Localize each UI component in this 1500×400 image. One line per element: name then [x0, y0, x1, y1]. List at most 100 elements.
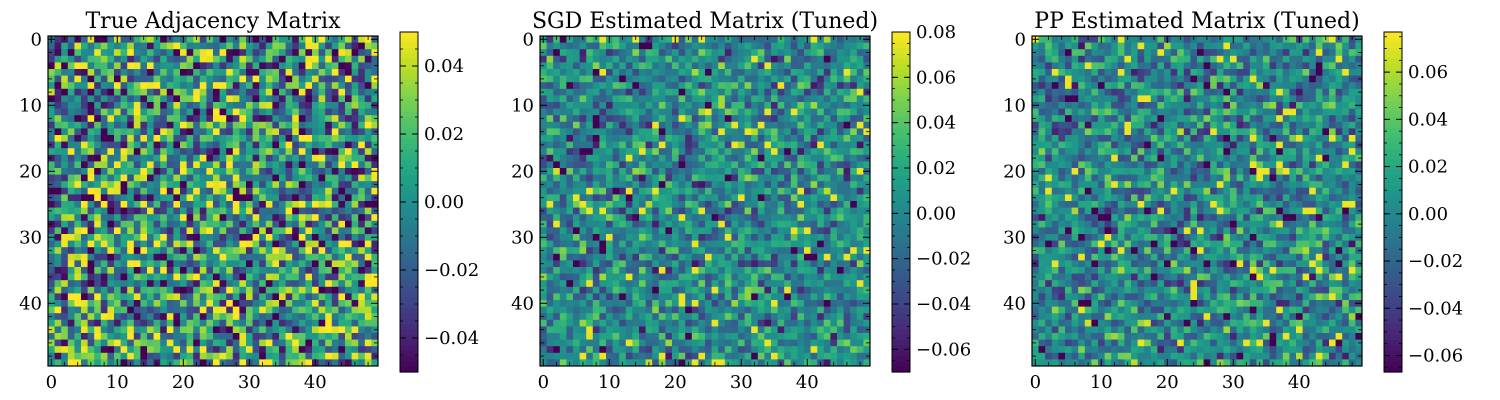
heatmap-cell	[147, 293, 155, 301]
heatmap-cell	[632, 174, 640, 182]
heatmap-cell	[331, 346, 339, 354]
heatmap-cell	[358, 260, 366, 268]
heatmap-cell	[252, 300, 260, 308]
heatmap-cell	[817, 69, 825, 77]
heatmap-cell	[114, 267, 122, 275]
heatmap-cell	[586, 286, 594, 294]
heatmap-cell	[837, 267, 845, 275]
heatmap-cell	[87, 201, 95, 209]
heatmap-cell	[579, 234, 587, 242]
heatmap-cell	[744, 128, 752, 136]
heatmap-cell	[226, 82, 234, 90]
heatmap-cell	[757, 174, 765, 182]
heatmap-cell	[107, 220, 115, 228]
heatmap-cell	[685, 326, 693, 334]
heatmap-cell	[239, 260, 247, 268]
heatmap-cell	[823, 187, 831, 195]
heatmap-cell	[645, 313, 653, 321]
heatmap-cell	[54, 260, 62, 268]
heatmap-cell	[559, 49, 567, 57]
heatmap-cell	[705, 174, 713, 182]
heatmap-cell	[265, 174, 273, 182]
heatmap-cell	[586, 273, 594, 281]
heatmap-cell	[48, 95, 56, 103]
heatmap-cell	[193, 280, 201, 288]
heatmap-cell	[318, 247, 326, 255]
heatmap-cell	[325, 108, 333, 116]
heatmap-cell	[698, 253, 706, 261]
heatmap-cell	[48, 333, 56, 341]
heatmap-cell	[744, 174, 752, 182]
heatmap-cell	[817, 95, 825, 103]
heatmap-cell	[645, 319, 653, 327]
heatmap-cell	[120, 313, 128, 321]
heatmap-cell	[837, 148, 845, 156]
heatmap-cell	[804, 108, 812, 116]
heatmap-cell	[837, 115, 845, 123]
heatmap-cell	[850, 135, 858, 143]
heatmap-cell	[67, 148, 75, 156]
heatmap-cell	[744, 75, 752, 83]
heatmap-cell	[292, 333, 300, 341]
heatmap-cell	[665, 55, 673, 63]
heatmap-cell	[850, 214, 858, 222]
heatmap-cell	[757, 300, 765, 308]
heatmap-cell	[292, 300, 300, 308]
heatmap-cell	[318, 69, 326, 77]
heatmap-cell	[718, 115, 726, 123]
heatmap-cell	[120, 108, 128, 116]
heatmap-cell	[718, 306, 726, 314]
heatmap-cell	[285, 214, 293, 222]
heatmap-cell	[592, 168, 600, 176]
heatmap-cell	[619, 75, 627, 83]
colorbar-segment	[400, 318, 418, 325]
heatmap-cell	[665, 181, 673, 189]
heatmap-cell	[114, 240, 122, 248]
heatmap-cell	[107, 75, 115, 83]
heatmap-cell	[219, 234, 227, 242]
heatmap-cell	[566, 267, 574, 275]
heatmap-cell	[672, 49, 680, 57]
heatmap-cell	[67, 154, 75, 162]
heatmap-cell	[797, 174, 805, 182]
heatmap-cell	[186, 286, 194, 294]
heatmap-cell	[691, 49, 699, 57]
heatmap-cell	[351, 300, 359, 308]
heatmap-cell	[599, 36, 607, 44]
heatmap-cell	[166, 352, 174, 360]
heatmap-cell	[186, 247, 194, 255]
heatmap-cell	[784, 69, 792, 77]
heatmap-cell	[784, 273, 792, 281]
heatmap-cell	[292, 227, 300, 235]
heatmap-cell	[199, 207, 207, 215]
heatmap-cell	[672, 253, 680, 261]
heatmap-cell	[127, 293, 135, 301]
heatmap-cell	[74, 319, 82, 327]
heatmap-cell	[305, 161, 313, 169]
heatmap-cell	[632, 55, 640, 63]
heatmap-cell	[632, 194, 640, 202]
heatmap-cell	[751, 306, 759, 314]
heatmap-cell	[100, 55, 108, 63]
heatmap-cell	[364, 214, 372, 222]
heatmap-cell	[757, 141, 765, 149]
heatmap-cell	[371, 333, 379, 341]
heatmap-cell	[797, 135, 805, 143]
heatmap-cell	[351, 168, 359, 176]
heatmap-cell	[305, 36, 313, 44]
heatmap-cell	[830, 326, 838, 334]
heatmap-cell	[48, 280, 56, 288]
heatmap-cell	[272, 306, 280, 314]
heatmap-cell	[331, 128, 339, 136]
heatmap-cell	[358, 234, 366, 242]
heatmap-cell	[665, 75, 673, 83]
heatmap-cell	[837, 220, 845, 228]
heatmap-cell	[173, 346, 181, 354]
heatmap-cell	[87, 346, 95, 354]
heatmap-cell	[738, 174, 746, 182]
heatmap-cell	[559, 55, 567, 63]
heatmap-cell	[87, 187, 95, 195]
heatmap-cell	[652, 102, 660, 110]
heatmap-cell	[639, 214, 647, 222]
heatmap-cell	[685, 227, 693, 235]
